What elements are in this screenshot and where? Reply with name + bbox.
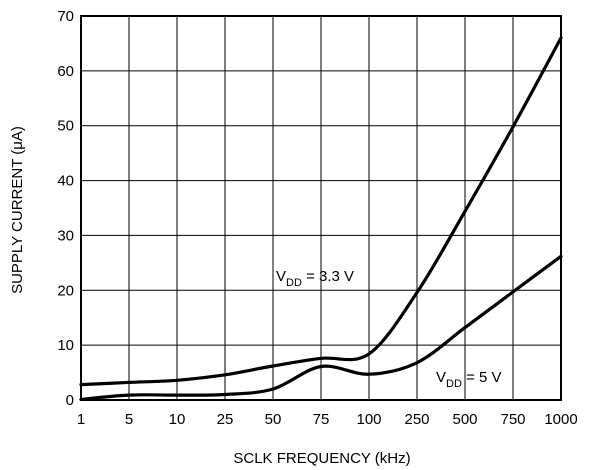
plot-frame: [80, 15, 562, 401]
y-tick-label: 70: [57, 8, 74, 25]
series-label-v: V: [436, 369, 446, 386]
series-label-v: V: [276, 268, 286, 285]
grid: [81, 16, 561, 400]
x-tick-label: 10: [169, 411, 186, 428]
series-label-sub: DD: [286, 277, 302, 289]
series-label-vdd33: VDD = 3.3 V: [276, 268, 354, 289]
y-tick-label: 60: [57, 63, 74, 80]
x-tick-label: 750: [500, 411, 525, 428]
y-tick-label: 0: [66, 392, 74, 409]
y-axis-title-part: SUPPLY CURRENT (: [9, 150, 26, 294]
y-tick-label: 10: [57, 337, 74, 354]
series-label-sub: DD: [446, 378, 462, 390]
y-tick-label: 40: [57, 173, 74, 190]
x-tick-labels: 1 5 10 25 50 75 100 250 500 750 1000: [77, 411, 578, 428]
series-lines: [79, 36, 563, 402]
x-axis-title: SCLK FREQUENCY (kHz): [233, 450, 410, 467]
x-tick-label: 5: [125, 411, 133, 428]
series-line-vdd5: [79, 254, 563, 402]
x-tick-label: 75: [313, 411, 330, 428]
x-tick-label: 250: [404, 411, 429, 428]
y-tick-label: 30: [57, 227, 74, 244]
y-tick-labels: 0 10 20 30 40 50 60 70: [57, 8, 74, 409]
x-tick-label: 1000: [544, 411, 577, 428]
x-tick-label: 100: [356, 411, 381, 428]
series-label-rest: = 5 V: [462, 369, 502, 386]
series-label-vdd5: VDD = 5 V: [436, 369, 502, 390]
x-tick-label: 50: [265, 411, 282, 428]
x-tick-label: 500: [452, 411, 477, 428]
y-tick-label: 20: [57, 282, 74, 299]
y-axis-title: SUPPLY CURRENT (μA): [9, 126, 26, 294]
y-tick-label: 50: [57, 118, 74, 135]
series-label-rest: = 3.3 V: [302, 268, 354, 285]
y-axis-title-mu: μ: [9, 141, 26, 150]
y-axis-title-part: A): [9, 126, 26, 141]
x-tick-label: 1: [77, 411, 85, 428]
series-line-vdd33: [79, 36, 563, 387]
x-tick-label: 25: [217, 411, 234, 428]
